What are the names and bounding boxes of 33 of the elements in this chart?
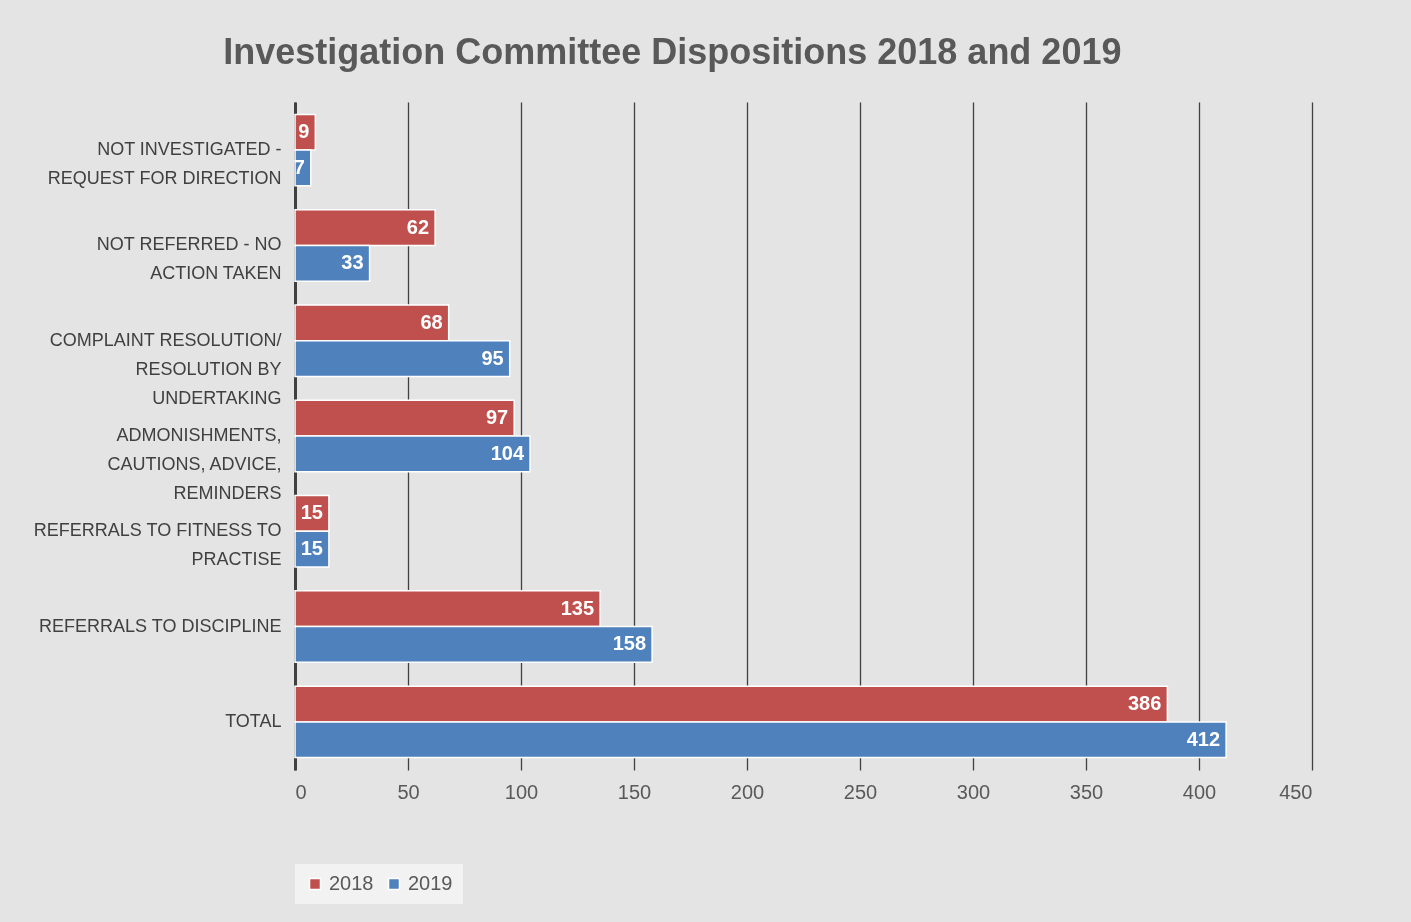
data-label: 97: [485, 406, 509, 429]
data-label: 135: [560, 596, 595, 619]
data-label: 68: [420, 310, 443, 333]
x-tick-label: 50: [397, 780, 420, 803]
data-label: 15: [300, 537, 323, 560]
chart-title: Investigation Committee Dispositions 2018 and 2019: [223, 31, 1122, 72]
data-label: 62: [406, 215, 430, 238]
y-tick-label: ADMONISHMENTS, CAUTIONS, ADVICE, REMINDERS: [107, 425, 282, 503]
y-tick-label: NOT REFERRED - NO ACTION TAKEN: [96, 234, 282, 284]
data-label: 33: [341, 251, 364, 274]
y-tick-label: REFERRALS TO FITNESS TO PRACTISE: [33, 520, 282, 570]
data-label: 95: [481, 346, 504, 369]
data-label: 412: [1186, 727, 1221, 750]
legend-label: 2018: [329, 872, 374, 894]
data-label: 9: [298, 120, 310, 143]
y-tick-label: COMPLAINT RESOLUTION/ RESOLUTION BY UNDERTAKING: [49, 329, 282, 408]
legend-label: 2019: [408, 872, 453, 894]
data-label: 158: [612, 632, 647, 655]
data-label: 386: [1127, 692, 1162, 715]
x-tick-label: 300: [956, 780, 991, 803]
y-tick-label: REFERRALS TO DISCIPLINE: [39, 615, 282, 636]
x-tick-label: 100: [504, 780, 539, 803]
x-tick-label: 200: [730, 780, 765, 803]
x-tick-label: 400: [1182, 780, 1217, 803]
x-tick-label: 450: [1279, 780, 1313, 803]
x-tick-label: 350: [1069, 780, 1104, 803]
data-label: 15: [300, 501, 323, 524]
x-tick-label: 0: [295, 780, 307, 803]
x-tick-label: 250: [843, 780, 878, 803]
y-tick-label: TOTAL: [225, 710, 282, 731]
data-label: 104: [490, 441, 525, 464]
x-tick-label: 150: [617, 780, 652, 803]
y-tick-label: NOT INVESTIGATED - REQUEST FOR DIRECTION: [47, 139, 282, 189]
